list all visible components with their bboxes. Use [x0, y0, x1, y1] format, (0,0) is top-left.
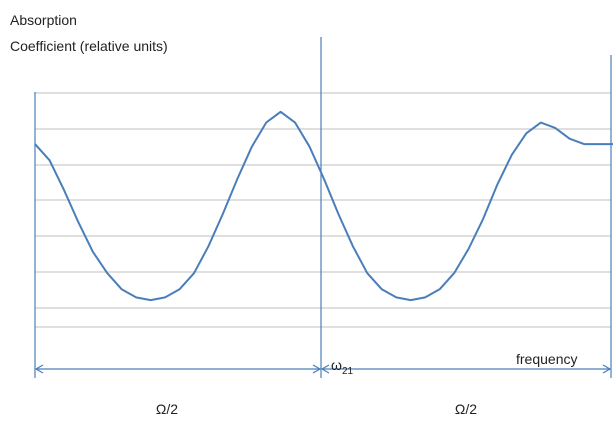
span-arrow-right-head-left — [320, 364, 330, 374]
x-axis-label: frequency — [516, 351, 577, 367]
span-arrow-left-head-left — [34, 364, 44, 374]
marker-label-subscript: 21 — [342, 366, 354, 377]
y-axis-label-line1: Absorption — [10, 12, 77, 28]
y-axis-label-line2: Coefficient (relative units) — [10, 38, 168, 54]
span-arrows — [34, 364, 612, 374]
span-label-left: Ω/2 — [156, 401, 178, 417]
curve-layer — [34, 110, 613, 302]
marker-label: ω21 — [331, 357, 353, 377]
span-arrow-right — [320, 364, 612, 374]
absorption-curve-0 — [34, 110, 613, 302]
span-arrow-left — [34, 364, 322, 374]
span-arrow-left-head-right — [312, 364, 322, 374]
axes — [34, 37, 612, 378]
span-arrow-right-head-right — [602, 364, 612, 374]
gridlines — [35, 92, 611, 328]
marker-label-base: ω — [331, 357, 342, 373]
span-label-right: Ω/2 — [455, 401, 477, 417]
